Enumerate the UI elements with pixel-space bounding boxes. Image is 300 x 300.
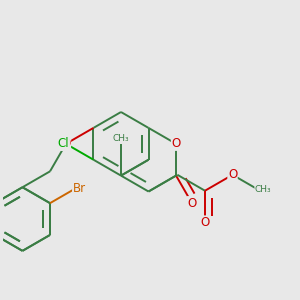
Text: O: O: [61, 137, 70, 150]
Text: Br: Br: [73, 182, 86, 195]
Text: O: O: [228, 168, 237, 181]
Text: CH₃: CH₃: [113, 134, 129, 143]
Text: O: O: [187, 197, 196, 210]
Text: O: O: [200, 216, 210, 229]
Text: Cl: Cl: [58, 137, 69, 150]
Text: O: O: [171, 137, 181, 150]
Text: CH₃: CH₃: [255, 184, 272, 194]
